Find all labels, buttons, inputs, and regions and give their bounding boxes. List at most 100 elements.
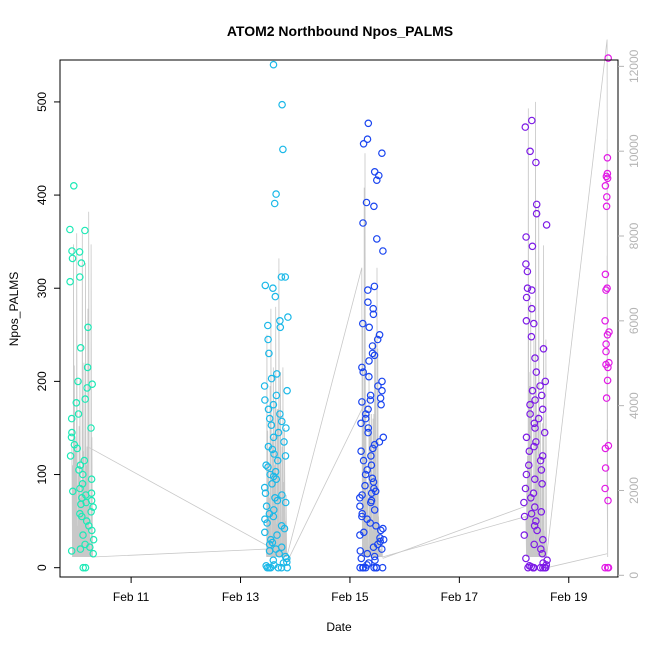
data-point <box>361 563 370 572</box>
data-point <box>601 270 610 279</box>
data-point <box>532 158 540 167</box>
secondary-link <box>382 502 537 559</box>
data-point <box>373 335 382 344</box>
y-axis-label: Npos_PALMS <box>7 272 21 346</box>
data-point <box>268 445 277 454</box>
data-point <box>536 382 544 390</box>
data-point <box>81 226 89 235</box>
data-point <box>79 563 88 572</box>
data-point <box>279 145 287 154</box>
data-point <box>541 377 550 386</box>
data-point <box>370 282 379 291</box>
data-point <box>281 273 290 281</box>
x-axis-label: Date <box>326 620 352 634</box>
data-point <box>601 484 609 493</box>
data-point <box>364 428 372 437</box>
data-point <box>68 247 76 255</box>
data-point <box>371 487 380 496</box>
data-point <box>66 277 74 286</box>
data-point <box>66 452 75 460</box>
data-point <box>270 450 278 458</box>
data-point <box>531 396 539 404</box>
data-point <box>281 498 290 507</box>
data-point <box>367 461 376 470</box>
data-point <box>364 298 372 307</box>
data-point <box>527 116 536 125</box>
data-point <box>261 489 270 498</box>
data-point <box>370 440 379 449</box>
data-point <box>359 368 368 376</box>
data-point <box>356 502 364 511</box>
data-point <box>522 233 530 241</box>
data-point <box>280 524 289 533</box>
data-point <box>358 319 367 328</box>
data-point <box>263 519 271 527</box>
y2-tick-label: 4000 <box>627 392 641 419</box>
data-point <box>89 549 98 558</box>
data-point <box>274 428 283 437</box>
data-point <box>69 487 77 496</box>
data-point <box>538 549 547 558</box>
data-point <box>264 405 273 414</box>
y-tick-label: 400 <box>35 185 49 205</box>
data-point <box>283 386 291 395</box>
data-point <box>269 512 278 521</box>
data-point <box>356 531 364 539</box>
data-point <box>261 396 269 404</box>
data-point <box>370 506 379 514</box>
data-point <box>369 310 378 319</box>
data-point <box>368 349 377 358</box>
data-point <box>366 391 375 400</box>
data-point <box>522 433 531 442</box>
data-point <box>282 424 290 432</box>
data-point <box>601 464 610 472</box>
data-point <box>262 461 270 470</box>
data-point <box>361 481 369 490</box>
data-point <box>522 470 531 479</box>
data-point <box>602 394 611 402</box>
data-point <box>370 563 378 572</box>
data-point <box>371 556 379 565</box>
data-point <box>276 323 285 332</box>
data-point <box>602 340 610 348</box>
data-point <box>527 304 536 313</box>
y-tick-label: 300 <box>35 278 49 298</box>
data-point <box>526 147 534 156</box>
data-point <box>272 370 281 378</box>
data-point <box>604 54 613 62</box>
data-point <box>274 563 283 572</box>
data-point <box>357 554 366 563</box>
data-point <box>280 438 288 446</box>
data-point <box>520 531 529 539</box>
data-point <box>268 479 276 488</box>
data-point <box>77 500 85 509</box>
data-point <box>265 414 274 423</box>
data-point <box>269 400 278 409</box>
data-point <box>261 281 270 290</box>
data-point <box>538 452 547 460</box>
data-point <box>602 286 610 294</box>
data-point <box>272 391 281 400</box>
data-point <box>269 60 278 69</box>
data-point <box>273 496 282 505</box>
data-point <box>265 547 274 555</box>
data-point <box>603 563 612 572</box>
y-tick-label: 500 <box>35 92 49 112</box>
data-point <box>74 377 82 386</box>
data-point <box>76 461 85 470</box>
data-point <box>83 384 91 392</box>
data-point <box>266 470 274 479</box>
data-point <box>276 410 284 418</box>
data-point <box>356 563 364 572</box>
data-point <box>358 563 367 572</box>
data-point <box>68 428 76 437</box>
data-point <box>279 559 288 567</box>
data-point <box>366 396 375 404</box>
data-point <box>261 515 269 524</box>
data-point <box>359 456 368 465</box>
data-point <box>365 323 374 332</box>
data-point <box>361 470 370 479</box>
data-point <box>269 284 277 293</box>
data-point <box>538 535 547 544</box>
data-point <box>370 202 378 211</box>
